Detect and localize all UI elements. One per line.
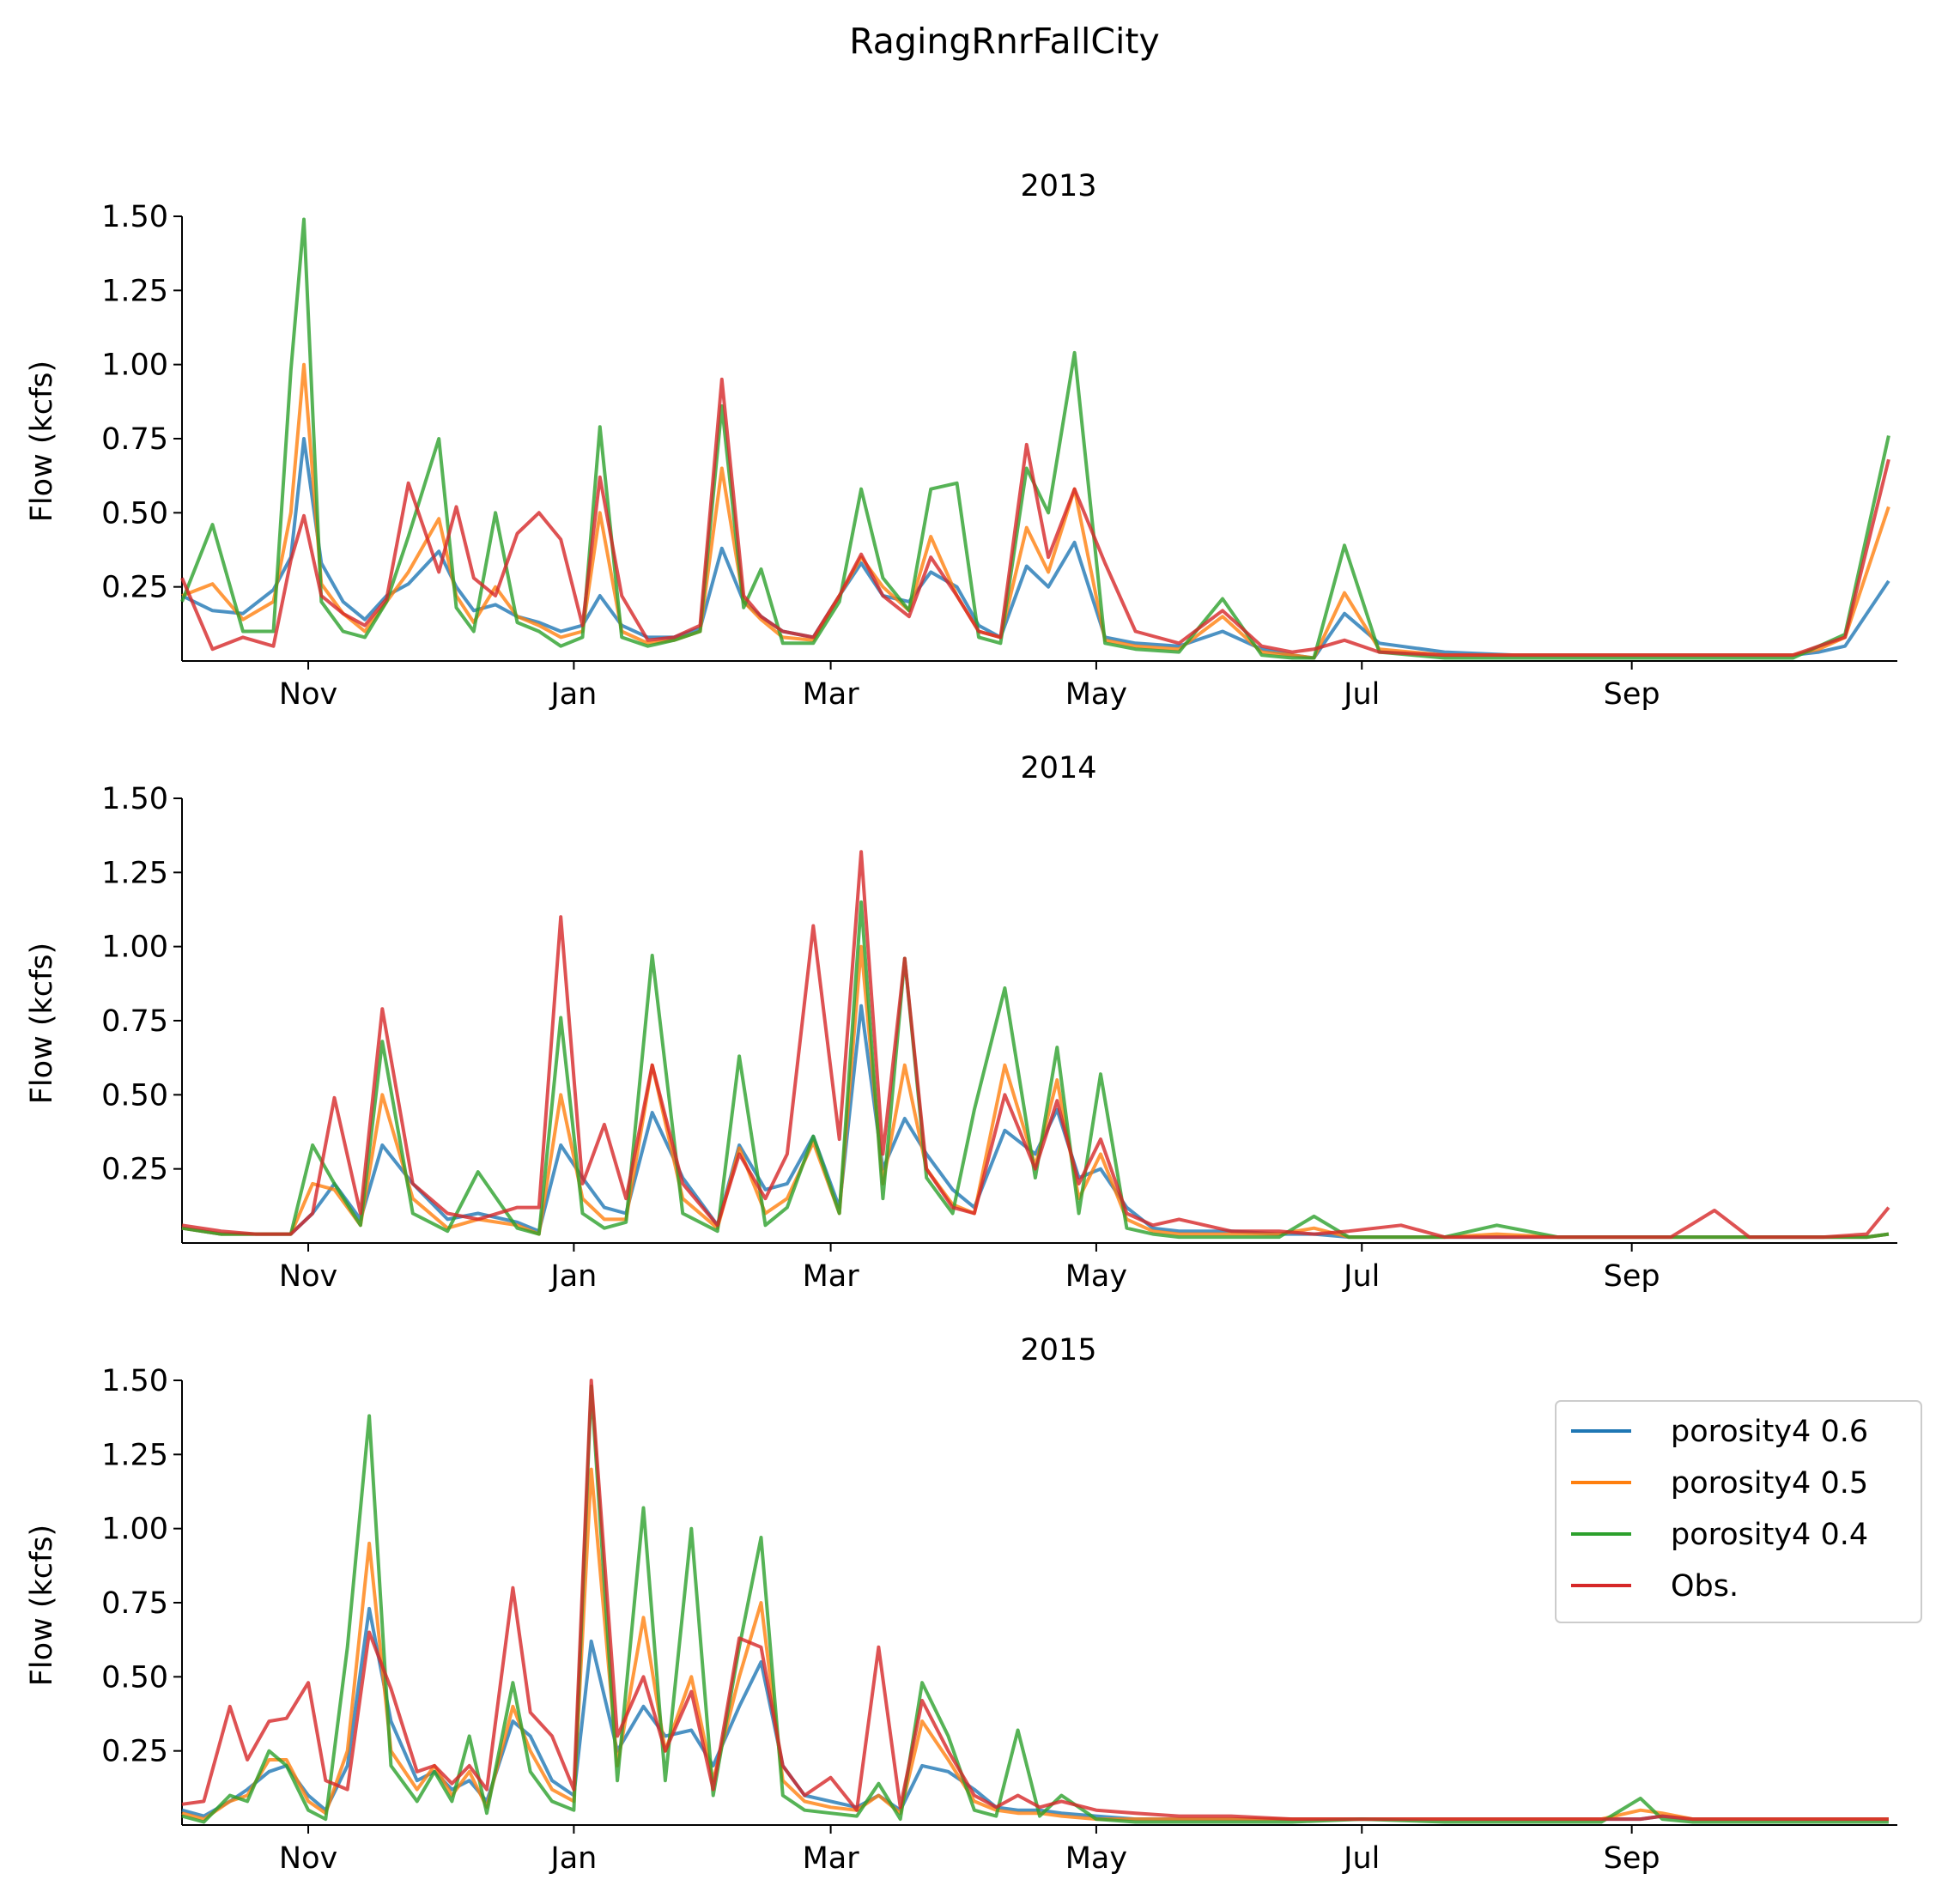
- series-line: [181, 362, 1890, 660]
- x-tick-label: Jul: [1342, 1259, 1380, 1294]
- y-axis-label: Flow (kcfs): [25, 1525, 59, 1686]
- legend-frame: [1555, 1400, 1922, 1623]
- y-tick-label: 0.50: [101, 1078, 168, 1113]
- series-lines: [180, 217, 1890, 660]
- y-tick-label: 0.25: [101, 1153, 168, 1187]
- x-tick-label: Jul: [1342, 1841, 1380, 1876]
- panel-2013: 2013 Flow (kcfs) 0.25 0.50 0.75 1.00 1.25 1.5…: [25, 169, 1897, 712]
- y-tick-label: 1.25: [101, 856, 168, 890]
- x-tick-label: Nov: [279, 1259, 337, 1294]
- series-lines: [181, 850, 1890, 1240]
- x-tick-label: Nov: [279, 677, 337, 712]
- series-line: [181, 944, 1890, 1240]
- y-tick-label: 1.50: [101, 1364, 168, 1398]
- legend-label: Obs.: [1671, 1569, 1739, 1604]
- y-tick-label: 1.25: [101, 1438, 168, 1472]
- y-tick-label: 0.75: [101, 422, 168, 457]
- y-axis-label: Flow (kcfs): [25, 943, 59, 1104]
- x-tick-label: Mar: [803, 1259, 860, 1294]
- y-axis-label: Flow (kcfs): [25, 361, 59, 522]
- series-line: [180, 217, 1890, 660]
- x-tick-label: Jan: [549, 677, 597, 712]
- y-tick-label: 0.25: [101, 571, 168, 605]
- series-line: [181, 1004, 1890, 1240]
- axes: 0.25 0.50 0.75 1.00 1.25 1.50 Nov Jan Mar May Jul S…: [101, 200, 1897, 712]
- y-tick-label: 0.75: [101, 1004, 168, 1039]
- y-tick-label: 1.50: [101, 200, 168, 234]
- y-tick-label: 0.50: [101, 496, 168, 531]
- legend: porosity4 0.6 porosity4 0.5 porosity4 0.…: [1555, 1400, 1922, 1623]
- panel-title: 2015: [1020, 1333, 1096, 1367]
- series-line: [181, 1606, 1889, 1822]
- axes: 0.25 0.50 0.75 1.00 1.25 1.50 Nov Jan Mar May Jul S…: [101, 1364, 1897, 1876]
- x-tick-label: Mar: [803, 677, 860, 712]
- x-tick-label: Jan: [549, 1841, 597, 1876]
- x-tick-label: Sep: [1604, 677, 1660, 712]
- legend-label: porosity4 0.6: [1671, 1415, 1868, 1449]
- series-line: [180, 377, 1890, 658]
- series-lines: [181, 1379, 1889, 1824]
- series-line: [181, 850, 1890, 1240]
- y-tick-label: 1.50: [101, 782, 168, 816]
- y-tick-label: 1.00: [101, 349, 168, 383]
- x-tick-label: May: [1065, 1259, 1127, 1294]
- panel-2014: 2014 Flow (kcfs) 0.25 0.50 0.75 1.00 1.25 1.5…: [25, 751, 1897, 1294]
- series-line: [181, 1384, 1889, 1824]
- y-tick-label: 0.25: [101, 1735, 168, 1769]
- x-tick-label: Mar: [803, 1841, 860, 1876]
- legend-label: porosity4 0.4: [1671, 1518, 1868, 1552]
- y-tick-label: 1.25: [101, 274, 168, 308]
- panel-title: 2014: [1020, 751, 1096, 785]
- y-tick-label: 0.75: [101, 1586, 168, 1621]
- legend-label: porosity4 0.5: [1671, 1466, 1868, 1501]
- series-line: [181, 900, 1890, 1240]
- y-tick-label: 1.00: [101, 931, 168, 965]
- x-tick-label: Jan: [549, 1259, 597, 1294]
- x-tick-label: Nov: [279, 1841, 337, 1876]
- panel-title: 2013: [1020, 169, 1096, 203]
- series-line: [181, 1379, 1889, 1822]
- y-tick-label: 1.00: [101, 1513, 168, 1547]
- chart-title: RagingRnrFallCity: [849, 21, 1160, 62]
- x-tick-label: Jul: [1342, 677, 1380, 712]
- x-tick-label: May: [1065, 1841, 1127, 1876]
- axes: 0.25 0.50 0.75 1.00 1.25 1.50 Nov Jan Mar May Jul S…: [101, 782, 1897, 1294]
- y-tick-label: 0.50: [101, 1660, 168, 1695]
- panel-2015: 2015 Flow (kcfs) 0.25 0.50 0.75 1.00 1.25 1.5…: [25, 1333, 1897, 1876]
- x-tick-label: Sep: [1604, 1841, 1660, 1876]
- x-tick-label: May: [1065, 677, 1127, 712]
- x-tick-label: Sep: [1604, 1259, 1660, 1294]
